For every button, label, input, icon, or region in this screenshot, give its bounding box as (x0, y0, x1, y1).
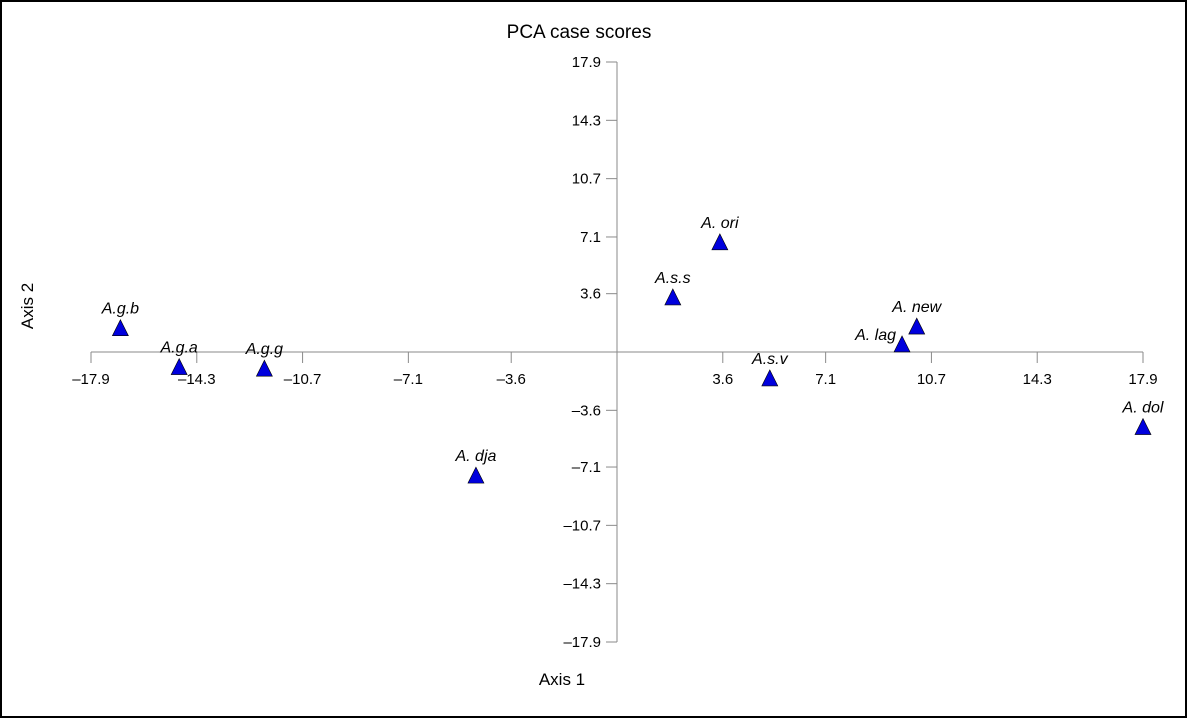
points-layer: A.g.b A.g.a A.g.g A. dja A.s.s A. ori A.s.v A. … (101, 215, 1164, 484)
data-point-marker (908, 317, 926, 335)
data-point-marker (170, 357, 188, 375)
data-point-label: A.g.g (245, 341, 283, 358)
data-point-label: A. new (891, 299, 942, 316)
x-axis-label: Axis 1 (539, 670, 585, 689)
y-tick-label: –17.9 (563, 634, 601, 651)
data-point-marker (111, 319, 129, 336)
y-tick-label: 14.3 (572, 112, 601, 129)
x-tick-label: 7.1 (815, 371, 836, 388)
data-point-marker (711, 233, 729, 251)
y-tick-label: 7.1 (580, 229, 601, 246)
x-tick-label: 14.3 (1023, 371, 1052, 388)
data-point-label: A.g.b (101, 301, 139, 318)
data-point-label: A.s.v (751, 351, 789, 368)
x-tick-label: –17.9 (72, 371, 110, 388)
y-tick-label: –14.3 (563, 576, 601, 593)
x-tick-label: 10.7 (917, 371, 946, 388)
y-axis-label: Axis 2 (18, 283, 37, 329)
data-point-marker (1134, 417, 1152, 435)
y-tick-label: –3.6 (572, 402, 601, 419)
data-point-marker (255, 359, 273, 377)
data-point-label: A. dol (1122, 400, 1164, 417)
x-tick-label: 17.9 (1128, 371, 1157, 388)
axes-layer: –17.9 –14.3 –10.7 –7.1 –3.6 3.6 7.1 10.7 14.3 17.… (72, 54, 1157, 651)
data-point-marker (761, 369, 779, 387)
data-point-label: A.s.s (654, 270, 691, 287)
y-tick-label: 3.6 (580, 286, 601, 303)
data-point-label: A. ori (700, 215, 739, 232)
data-point-marker (467, 466, 485, 484)
y-tick-label: 17.9 (572, 54, 601, 71)
y-tick-label: 10.7 (572, 171, 601, 188)
x-tick-label: –14.3 (178, 371, 216, 388)
x-tick-label: –3.6 (497, 371, 526, 388)
x-tick-label: –10.7 (284, 371, 322, 388)
y-tick-label: –10.7 (563, 517, 601, 534)
data-point-marker (664, 288, 682, 306)
x-tick-label: –7.1 (394, 371, 423, 388)
data-point-label: A. dja (454, 448, 496, 465)
x-tick-label: 3.6 (712, 371, 733, 388)
data-point-label: A.g.a (159, 340, 197, 357)
y-tick-label: –7.1 (572, 459, 601, 476)
data-point-label: A. lag (854, 327, 896, 344)
data-point-marker (893, 335, 911, 353)
chart-title: PCA case scores (507, 22, 652, 43)
